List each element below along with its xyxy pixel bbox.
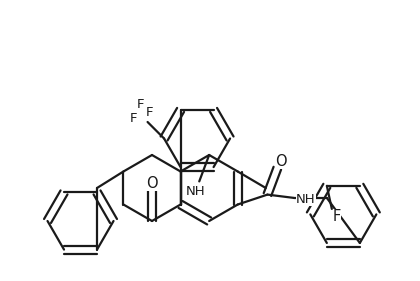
Text: NH: NH: [296, 193, 316, 207]
Text: NH: NH: [186, 185, 205, 198]
Text: F: F: [137, 98, 144, 110]
Text: O: O: [146, 176, 158, 191]
Text: F: F: [333, 209, 341, 225]
Text: F: F: [146, 105, 153, 119]
Text: F: F: [130, 112, 137, 124]
Text: O: O: [276, 154, 287, 169]
